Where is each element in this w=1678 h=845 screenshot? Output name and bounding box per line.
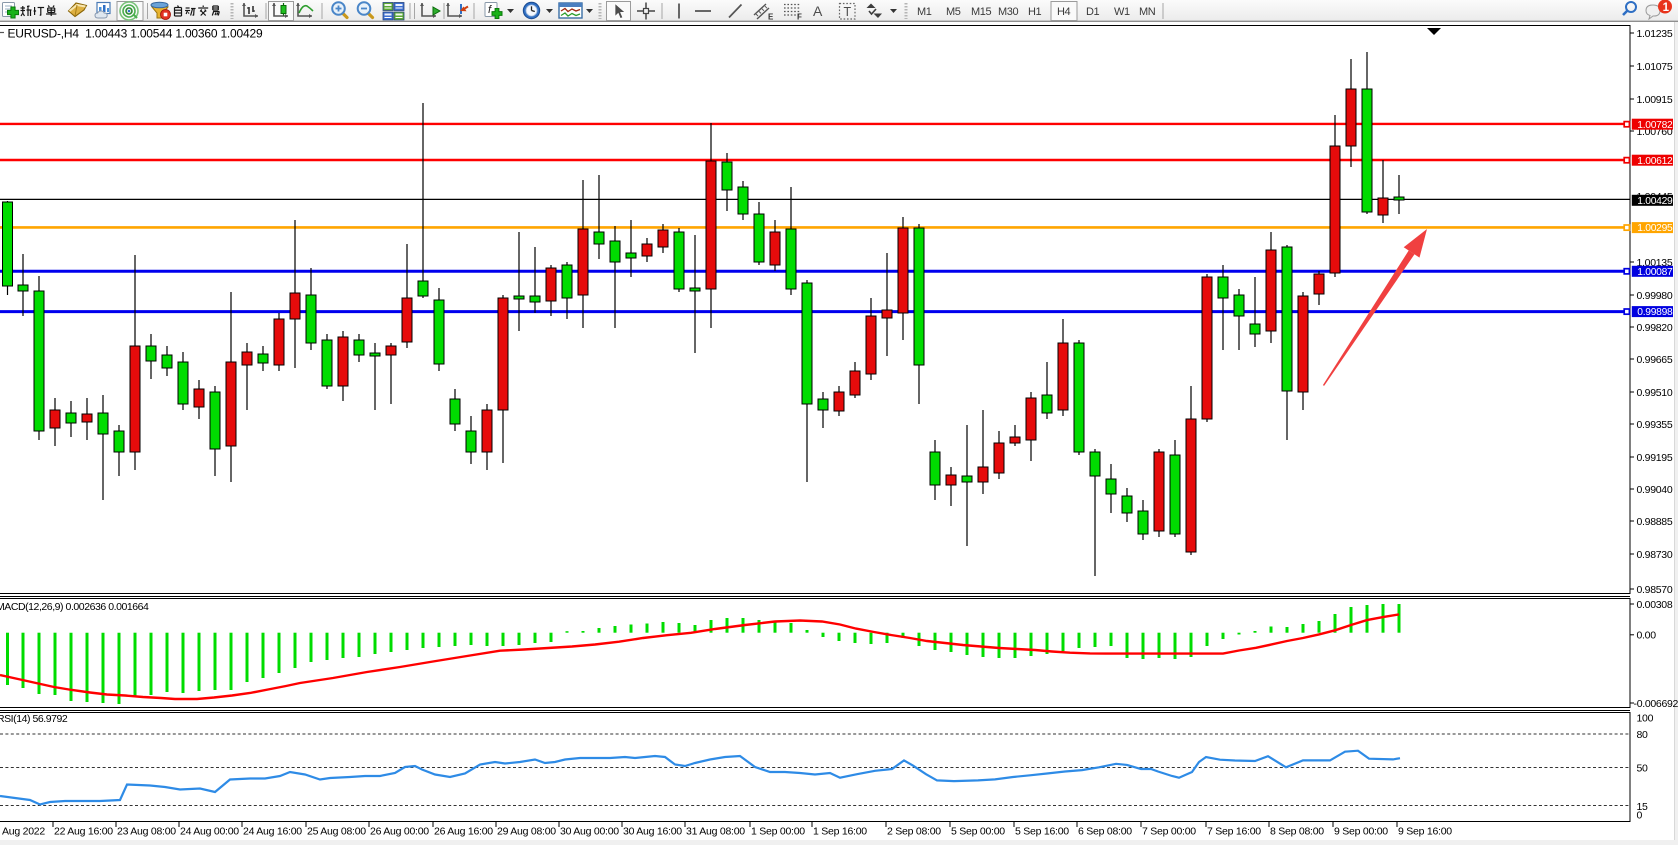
svg-text:RSI(14) 56.9792: RSI(14) 56.9792 <box>0 713 68 725</box>
svg-text:1.00782: 1.00782 <box>1637 120 1673 131</box>
svg-text:0.99195: 0.99195 <box>1637 452 1673 464</box>
svg-text:0.98730: 0.98730 <box>1637 549 1673 561</box>
svg-text:D1: D1 <box>1086 6 1100 18</box>
svg-text:15: 15 <box>1637 801 1649 813</box>
svg-text:E: E <box>768 13 774 22</box>
svg-text:1.00087: 1.00087 <box>1637 267 1673 278</box>
svg-text:0.98570: 0.98570 <box>1637 584 1673 596</box>
svg-text:1.00295: 1.00295 <box>1637 223 1673 234</box>
svg-text:1.01075: 1.01075 <box>1637 61 1673 73</box>
svg-text:9 Sep 00:00: 9 Sep 00:00 <box>1334 826 1388 838</box>
svg-text:1 Sep 16:00: 1 Sep 16:00 <box>813 826 867 838</box>
svg-text:A: A <box>813 3 823 19</box>
svg-text:24 Aug 00:00: 24 Aug 00:00 <box>180 826 239 838</box>
svg-text:25 Aug 08:00: 25 Aug 08:00 <box>307 826 366 838</box>
svg-text:26 Aug 16:00: 26 Aug 16:00 <box>434 826 493 838</box>
svg-text:0.99040: 0.99040 <box>1637 484 1673 496</box>
svg-text:0.98885: 0.98885 <box>1637 516 1673 528</box>
svg-text:0.99355: 0.99355 <box>1637 419 1673 431</box>
svg-text:30 Aug 00:00: 30 Aug 00:00 <box>560 826 619 838</box>
svg-text:T: T <box>844 5 852 19</box>
svg-text:80: 80 <box>1637 729 1649 741</box>
svg-text:M15: M15 <box>971 6 991 18</box>
svg-text:1: 1 <box>1663 2 1670 14</box>
svg-text:0.99820: 0.99820 <box>1637 322 1673 334</box>
svg-text:0.99980: 0.99980 <box>1637 290 1673 302</box>
svg-text:H4: H4 <box>1057 6 1071 18</box>
svg-text:M5: M5 <box>946 6 961 18</box>
svg-text:2 Sep 08:00: 2 Sep 08:00 <box>887 826 941 838</box>
svg-text:Aug 2022: Aug 2022 <box>2 826 45 838</box>
svg-text:0.00308: 0.00308 <box>1637 599 1673 611</box>
svg-text:H1: H1 <box>1028 6 1042 18</box>
svg-text:F: F <box>797 13 802 22</box>
svg-text:0.99665: 0.99665 <box>1637 354 1673 366</box>
svg-text:29 Aug 08:00: 29 Aug 08:00 <box>497 826 556 838</box>
svg-text:1.00429: 1.00429 <box>1637 196 1673 207</box>
svg-text:M30: M30 <box>998 6 1018 18</box>
svg-text:24 Aug 16:00: 24 Aug 16:00 <box>243 826 302 838</box>
svg-text:50: 50 <box>1637 762 1649 774</box>
svg-text:26 Aug 00:00: 26 Aug 00:00 <box>370 826 429 838</box>
svg-text:6 Sep 08:00: 6 Sep 08:00 <box>1078 826 1132 838</box>
svg-text:MN: MN <box>1139 6 1156 18</box>
svg-text:M1: M1 <box>917 6 932 18</box>
svg-text:1.01235: 1.01235 <box>1637 28 1673 40</box>
svg-text:0.00: 0.00 <box>1637 630 1657 642</box>
svg-text:W1: W1 <box>1114 6 1130 18</box>
svg-text:0: 0 <box>1637 809 1643 821</box>
svg-text:EURUSD-,H4 1.00443 1.00544 1.: EURUSD-,H4 1.00443 1.00544 1.00360 1.004… <box>8 26 263 40</box>
svg-text:5 Sep 00:00: 5 Sep 00:00 <box>951 826 1005 838</box>
svg-text:-0.006692: -0.006692 <box>1634 698 1678 710</box>
svg-text:MACD(12,26,9) 0.002636 0.00166: MACD(12,26,9) 0.002636 0.001664 <box>0 601 149 613</box>
svg-text:23 Aug 08:00: 23 Aug 08:00 <box>117 826 176 838</box>
svg-text:7 Sep 00:00: 7 Sep 00:00 <box>1142 826 1196 838</box>
svg-text:1.00915: 1.00915 <box>1637 94 1673 106</box>
svg-text:9 Sep 16:00: 9 Sep 16:00 <box>1398 826 1452 838</box>
svg-text:7 Sep 16:00: 7 Sep 16:00 <box>1207 826 1261 838</box>
svg-text:0.99898: 0.99898 <box>1637 307 1673 318</box>
svg-text:30 Aug 16:00: 30 Aug 16:00 <box>623 826 682 838</box>
svg-text:31 Aug 08:00: 31 Aug 08:00 <box>686 826 745 838</box>
svg-text:f: f <box>488 4 492 16</box>
svg-text:1.00612: 1.00612 <box>1637 156 1673 167</box>
svg-text:1 Sep 00:00: 1 Sep 00:00 <box>751 826 805 838</box>
svg-text:5 Sep 16:00: 5 Sep 16:00 <box>1015 826 1069 838</box>
svg-text:22 Aug 16:00: 22 Aug 16:00 <box>54 826 113 838</box>
svg-text:100: 100 <box>1637 712 1654 724</box>
svg-text:0.99510: 0.99510 <box>1637 387 1673 399</box>
svg-text:8 Sep 08:00: 8 Sep 08:00 <box>1270 826 1324 838</box>
